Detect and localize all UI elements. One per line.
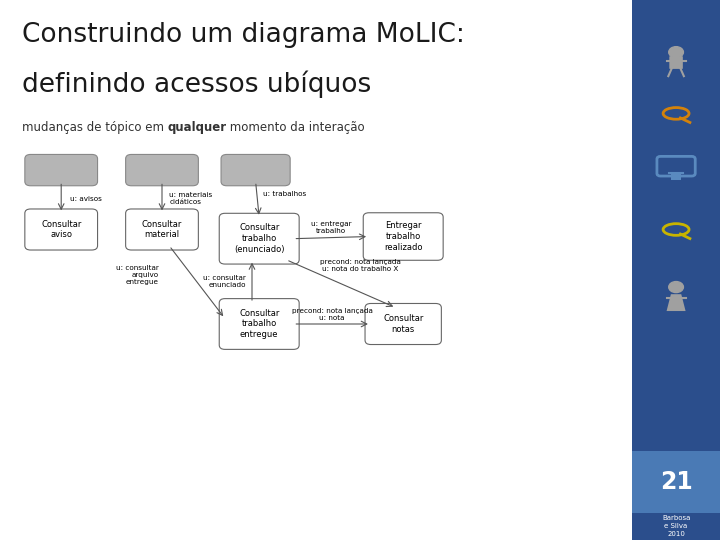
Bar [671, 173, 681, 180]
Circle shape [669, 46, 683, 58]
Text: u: materiais
cidáticos: u: materiais cidáticos [169, 192, 212, 205]
FancyBboxPatch shape [24, 154, 98, 186]
Text: precond: nota lançada
u: nota: precond: nota lançada u: nota [292, 308, 372, 321]
Text: momento da interação: momento da interação [227, 122, 365, 134]
FancyBboxPatch shape [670, 56, 683, 69]
FancyBboxPatch shape [125, 209, 198, 250]
Text: u: consultar
arquivo
entregue: u: consultar arquivo entregue [115, 265, 158, 286]
Text: Consultar
trabalho
entregue: Consultar trabalho entregue [239, 309, 279, 339]
Text: u: trabalhos: u: trabalhos [263, 191, 306, 198]
Text: u: entregar
trabalho: u: entregar trabalho [311, 221, 351, 234]
Text: Consultar
trabalho
(enunciado): Consultar trabalho (enunciado) [234, 224, 284, 254]
Text: mudanças de tópico em: mudanças de tópico em [22, 122, 167, 134]
Text: u: avisos: u: avisos [70, 195, 102, 202]
Text: 21: 21 [660, 470, 693, 494]
FancyBboxPatch shape [24, 209, 98, 250]
FancyBboxPatch shape [125, 154, 198, 186]
Text: precond: nota lançada
u: nota do trabalho X: precond: nota lançada u: nota do trabalh… [320, 259, 400, 272]
Polygon shape [667, 294, 685, 311]
Text: Consultar
material: Consultar material [142, 220, 182, 239]
FancyBboxPatch shape [220, 213, 300, 264]
FancyBboxPatch shape [364, 213, 444, 260]
Text: Consultar
aviso: Consultar aviso [41, 220, 81, 239]
FancyBboxPatch shape [220, 299, 300, 349]
Text: Barbosa
e Silva
2010: Barbosa e Silva 2010 [662, 516, 690, 537]
Text: definindo acessos ubíquos: definindo acessos ubíquos [22, 70, 371, 98]
Text: u: consultar
enunciado: u: consultar enunciado [203, 275, 246, 288]
FancyBboxPatch shape [365, 303, 441, 345]
Bar [632, 451, 720, 513]
Text: Consultar
notas: Consultar notas [383, 314, 423, 334]
Text: qualquer: qualquer [167, 122, 227, 134]
Bar [632, 0, 720, 540]
Text: Construindo um diagrama MoLIC:: Construindo um diagrama MoLIC: [22, 22, 464, 48]
Text: Entregar
trabalho
realizado: Entregar trabalho realizado [384, 221, 423, 252]
Circle shape [669, 281, 683, 293]
FancyBboxPatch shape [221, 154, 290, 186]
